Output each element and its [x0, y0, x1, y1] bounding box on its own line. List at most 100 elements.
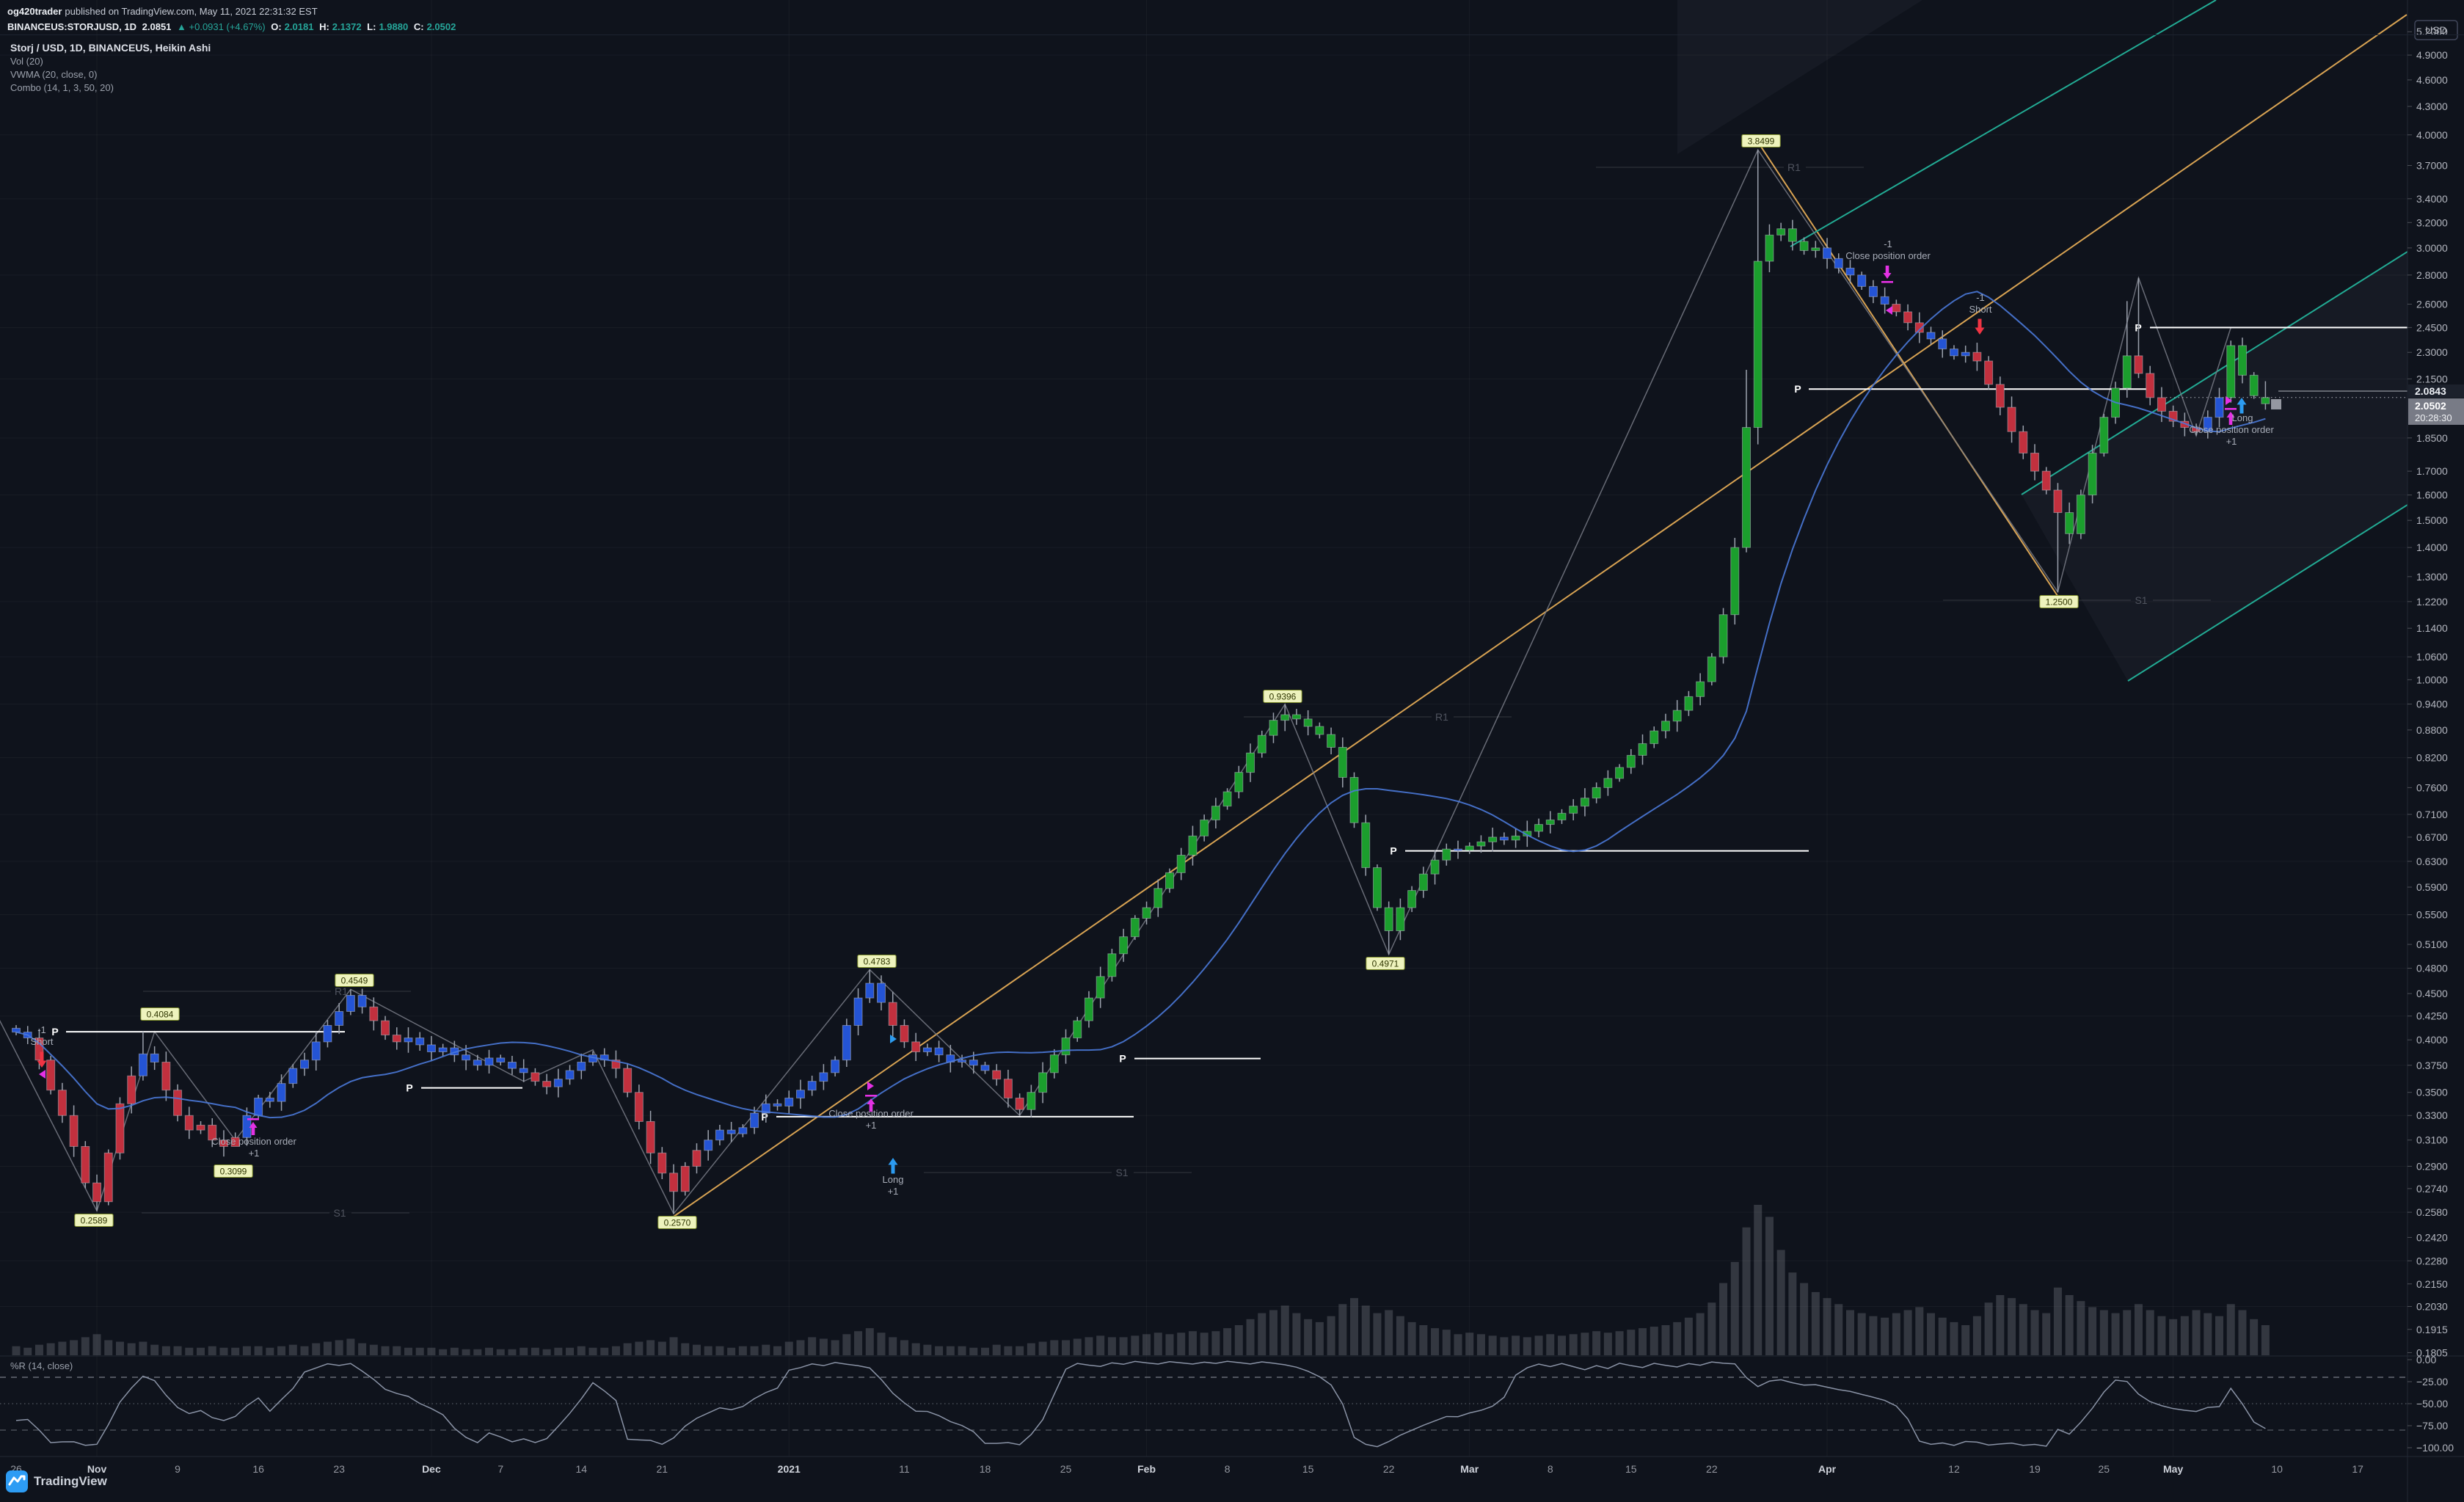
candle	[750, 1112, 759, 1129]
candle	[2076, 495, 2085, 534]
pivot-p-label: P	[1119, 1053, 1126, 1065]
candle	[196, 1124, 205, 1131]
candle	[1303, 718, 1313, 727]
wr-tick-label: −50.00	[2416, 1398, 2448, 1410]
price-flag-label	[1741, 134, 1781, 147]
trade-note: Close position order +1	[211, 1136, 296, 1159]
candle	[1938, 338, 1947, 350]
candle	[738, 1127, 748, 1134]
wr-tick-label: −100.00	[2416, 1442, 2454, 1454]
price-axis[interactable]: 5.20004.90004.60004.30004.00003.70003.40…	[2407, 20, 2464, 1454]
candle	[161, 1062, 171, 1091]
candle	[335, 1010, 344, 1026]
svg-text:R1: R1	[1787, 161, 1801, 173]
price-tick-label: 1.4000	[2416, 542, 2448, 553]
candle	[1834, 258, 1843, 269]
tradingview-logo[interactable]: TradingView	[6, 1470, 107, 1492]
time-tick-label: 15	[1625, 1463, 1637, 1475]
percent-r-indicator-label[interactable]: %R (14, close)	[10, 1360, 73, 1371]
candle	[1903, 311, 1913, 324]
candle	[680, 1165, 690, 1192]
candle	[1511, 835, 1520, 841]
candle	[1372, 867, 1382, 908]
legend-combo-indicator[interactable]: Combo (14, 1, 3, 50, 20)	[10, 82, 114, 93]
candle	[265, 1097, 274, 1102]
price-tick-label: 1.8500	[2416, 432, 2448, 444]
price-tick-label: 4.6000	[2416, 74, 2448, 86]
candle	[1442, 848, 1451, 861]
svg-text:R1: R1	[1435, 711, 1448, 723]
time-tick-label: 15	[1302, 1463, 1314, 1475]
price-tick-label: 1.5000	[2416, 514, 2448, 526]
countdown-price-badge	[2408, 398, 2464, 425]
candle	[254, 1097, 263, 1116]
candle	[553, 1079, 563, 1087]
candle	[1892, 304, 1901, 313]
candle	[1119, 936, 1129, 955]
vwma-line	[15, 291, 2266, 1119]
candle	[1188, 835, 1198, 856]
symbol-title[interactable]: BINANCEUS:STORJUSD, 1D	[7, 21, 137, 32]
candle	[969, 1060, 978, 1066]
svg-text:S1: S1	[1115, 1167, 1128, 1178]
candlestick-layer[interactable]	[12, 150, 2270, 1214]
candle	[531, 1072, 540, 1082]
candle	[1534, 824, 1544, 832]
price-tick-label: 0.3750	[2416, 1060, 2448, 1071]
price-tick-label: 1.3000	[2416, 571, 2448, 583]
time-tick-label: 12	[1948, 1463, 1960, 1475]
percent-r-pane[interactable]	[0, 1360, 2407, 1448]
candle	[1327, 734, 1336, 748]
price-tick-label: 4.0000	[2416, 129, 2448, 141]
candle	[2249, 374, 2259, 396]
candle	[2157, 397, 2166, 412]
time-tick-label: 2021	[778, 1463, 801, 1475]
time-tick-label: 14	[575, 1463, 587, 1475]
candle	[519, 1068, 528, 1073]
price-tick-label: 0.2280	[2416, 1255, 2448, 1266]
candle	[2134, 355, 2143, 374]
svg-text:0.4084: 0.4084	[147, 1010, 174, 1020]
candle	[1003, 1079, 1013, 1098]
candle	[795, 1090, 805, 1098]
background-shade-shapes	[1677, 0, 2407, 681]
trade-note: Long	[2232, 412, 2253, 423]
candle	[300, 1060, 309, 1069]
svg-text:20:28:30: 20:28:30	[2415, 412, 2452, 423]
candle	[634, 1092, 644, 1122]
candle	[1926, 332, 1936, 340]
candle	[12, 1027, 21, 1033]
candle	[888, 1002, 897, 1026]
price-tick-label: 0.2030	[2416, 1301, 2448, 1313]
time-tick-label: 22	[1383, 1463, 1395, 1475]
time-tick-label: 7	[497, 1463, 503, 1475]
time-axis[interactable]: 26 Nov 9 16 23 Dec 7 14 21 2021 11 18 25 Feb 8 15 22 Mar 8…	[10, 1463, 2363, 1475]
time-tick-label: 21	[657, 1463, 668, 1475]
candle	[1845, 267, 1855, 276]
legend-volume-indicator[interactable]: Vol (20)	[10, 56, 43, 67]
symbol-info-row: BINANCEUS:STORJUSD, 1D 2.0851 ▲ +0.0931 …	[7, 20, 459, 34]
legend-vwma-indicator[interactable]: VWMA (20, close, 0)	[10, 69, 98, 80]
svg-text:3.8499: 3.8499	[1748, 136, 1775, 147]
price-tick-label: 2.8000	[2416, 269, 2448, 281]
svg-text:S1: S1	[333, 1207, 346, 1219]
candle	[2237, 345, 2247, 376]
author-name[interactable]: og420trader	[7, 6, 62, 17]
tradingview-logo-icon	[6, 1470, 28, 1492]
trend-lines[interactable]	[673, 0, 2407, 1217]
current-price-lines	[2166, 390, 2407, 398]
legend-symbol-title[interactable]: Storj / USD, 1D, BINANCEUS, Heikin Ashi	[10, 42, 211, 54]
low-label: L:	[367, 21, 376, 32]
candle	[57, 1090, 67, 1116]
price-tick-label: 0.8200	[2416, 752, 2448, 764]
candle	[208, 1124, 217, 1141]
time-tick-label: 16	[252, 1463, 264, 1475]
price-tick-label: 4.9000	[2416, 49, 2448, 61]
candle	[1015, 1097, 1024, 1110]
candle	[1961, 351, 1970, 357]
candle	[69, 1115, 79, 1147]
candle	[2215, 397, 2224, 418]
candle	[2226, 345, 2236, 398]
